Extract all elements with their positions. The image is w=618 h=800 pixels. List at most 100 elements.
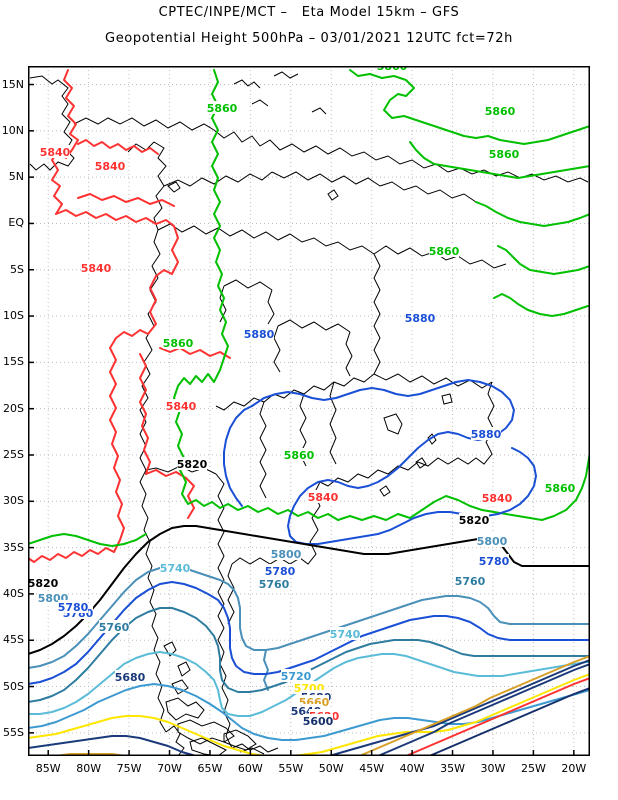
contour-label-halo [115, 670, 145, 683]
axis-ticks [28, 83, 575, 756]
contour-label-halo [160, 561, 190, 574]
x-axis-tick-label: 80W [76, 762, 102, 775]
contour-label-halo [81, 261, 111, 274]
contour-label-halo [455, 574, 485, 587]
contour-value-label: 5680 [115, 671, 146, 684]
x-axis-tick-label: 70W [157, 762, 182, 775]
contour-value-label: 5880 [244, 328, 275, 341]
y-axis-tick-label: 20S [3, 401, 24, 415]
contour-label-halo [489, 147, 519, 160]
contour-label-halo [459, 513, 489, 526]
contour-value-label: 5780 [479, 555, 510, 568]
contour-value-label: 5720 [281, 670, 312, 683]
contour-value-label: 5840 [308, 491, 339, 504]
y-axis-tick-label: 40S [3, 586, 24, 600]
contour-value-label: 5780 [265, 565, 296, 578]
contour-label-halo [244, 327, 274, 340]
contour-map-svg: 5840 5840 5860 5860 5860 5860 5840 5860 5880 5880… [28, 66, 590, 756]
contour-value-label: 5840 [166, 400, 197, 413]
contour-label-halo [405, 311, 435, 324]
contour-value-label: 5860 [485, 105, 516, 118]
x-axis-tick-label: 65W [197, 762, 223, 775]
y-axis-tick-label: 50S [3, 679, 24, 693]
x-axis-tick-label: 40W [399, 762, 425, 775]
y-axis-tick-label: 55S [3, 725, 24, 739]
contour-label-halo [308, 490, 338, 503]
contour-label-halo [271, 547, 301, 560]
contour-label-halo [28, 576, 58, 589]
y-axis-tick-label: 5S [10, 262, 24, 276]
contour-label-halo [377, 66, 407, 72]
contour-value-label: 5860 [545, 482, 576, 495]
contour-value-label: 5800 [271, 548, 302, 561]
contour-value-label: 5840 [81, 262, 112, 275]
contour-label-halo [58, 600, 88, 613]
contour-value-label: 5840 [40, 146, 71, 159]
contour-value-label: 5840 [95, 160, 126, 173]
contour-value-label: 5760 [455, 575, 486, 588]
contour-value-label: 5860 [489, 148, 520, 161]
contour-value-label: 5740 [330, 628, 361, 641]
x-axis-tick-label: 85W [35, 762, 61, 775]
contour-value-label: 5740 [160, 562, 191, 575]
contour-value-label: 5860 [429, 245, 460, 258]
contour-label-halo [485, 104, 515, 117]
coastlines-and-borders [29, 71, 589, 756]
contour-value-label: 5600 [303, 715, 334, 728]
contour-value-label: 5820 [459, 514, 490, 527]
contour-label-halo [265, 564, 295, 577]
contour-value-label: 5760 [99, 621, 130, 634]
x-axis-tick-label: 50W [318, 762, 344, 775]
y-axis-tick-label: 15S [3, 355, 24, 369]
x-axis-tick-label: 45W [359, 762, 385, 775]
contour-label-halo [177, 457, 207, 470]
y-axis-tick-label: 25S [3, 447, 24, 461]
contour-label-halo [482, 491, 512, 504]
contour-label-halo [207, 101, 237, 114]
chart-title-block: CPTEC/INPE/MCT – Eta Model 15km – GFS Ge… [0, 0, 618, 52]
chart-title-line-2: Geopotential Height 500hPa – 03/01/2021 … [105, 31, 513, 46]
contour-label-halo [477, 534, 507, 547]
contour-label-halo [471, 427, 501, 440]
contour-label-halo [281, 669, 311, 682]
contour-value-label: 5860 [377, 66, 408, 73]
y-axis-tick-label: EQ [8, 216, 24, 230]
x-axis-tick-label: 35W [440, 762, 465, 775]
contour-value-label: 5820 [177, 458, 208, 471]
x-axis-tick-label: 75W [116, 762, 142, 775]
contour-label-halo [479, 554, 509, 567]
y-axis-tick-label: 15N [1, 77, 24, 91]
contour-label-halo [429, 244, 459, 257]
contour-value-labels: 5840 5840 5860 5860 5860 5860 5840 5860 5880 5880… [28, 66, 576, 728]
map-plot-area: 5840 5840 5860 5860 5860 5860 5840 5860 5880 5880… [28, 66, 590, 756]
y-axis-tick-label: 30S [3, 494, 24, 508]
contour-value-label: 5860 [163, 337, 194, 350]
contour-label-halo [545, 481, 575, 494]
plot-background [28, 66, 590, 756]
contour-value-label: 5860 [284, 449, 315, 462]
contour-label-halo [40, 145, 70, 158]
contour-value-label: 5780 [58, 601, 89, 614]
contour-value-label: 5880 [405, 312, 436, 325]
contour-value-label: 5840 [482, 492, 513, 505]
y-axis-tick-label: 10N [1, 123, 24, 137]
y-axis-tick-label: 5N [8, 170, 24, 184]
contour-value-label: 5860 [207, 102, 238, 115]
contour-label-halo [95, 159, 125, 172]
contour-label-halo [166, 399, 196, 412]
y-axis-tick-label: 45S [3, 633, 24, 647]
chart-title-line-1: CPTEC/INPE/MCT – Eta Model 15km – GFS [158, 5, 460, 20]
contour-label-halo [284, 448, 314, 461]
contour-value-label: 5800 [477, 535, 508, 548]
contour-value-label: 5820 [28, 577, 59, 590]
x-axis-tick-label: 25W [520, 762, 546, 775]
x-axis-tick-label: 55W [278, 762, 304, 775]
contour-label-halo [330, 627, 360, 640]
x-axis-tick-label: 60W [237, 762, 263, 775]
contour-label-halo [303, 714, 333, 727]
y-axis-tick-label: 10S [3, 309, 24, 323]
contour-value-label: 5760 [259, 578, 290, 591]
y-axis-tick-label: 35S [3, 540, 24, 554]
contour-label-halo [99, 620, 129, 633]
